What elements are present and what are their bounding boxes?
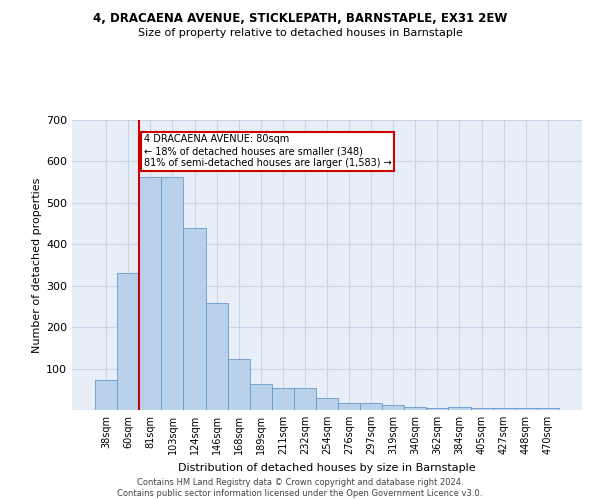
Bar xyxy=(537,408,559,410)
Bar xyxy=(206,303,227,410)
Bar xyxy=(117,274,139,410)
Text: Contains HM Land Registry data © Crown copyright and database right 2024.
Contai: Contains HM Land Registry data © Crown c… xyxy=(118,478,482,498)
Text: 4 DRACAENA AVENUE: 80sqm
← 18% of detached houses are smaller (348)
81% of semi-: 4 DRACAENA AVENUE: 80sqm ← 18% of detach… xyxy=(144,134,392,168)
Bar xyxy=(250,384,272,410)
Bar xyxy=(316,398,338,410)
Bar xyxy=(272,388,294,410)
Bar xyxy=(448,406,470,410)
Bar xyxy=(184,228,206,410)
Bar xyxy=(470,408,493,410)
Bar xyxy=(139,177,161,410)
Bar xyxy=(515,408,537,410)
Bar xyxy=(404,406,427,410)
Bar xyxy=(338,402,360,410)
Text: Size of property relative to detached houses in Barnstaple: Size of property relative to detached ho… xyxy=(137,28,463,38)
Y-axis label: Number of detached properties: Number of detached properties xyxy=(32,178,42,352)
Bar xyxy=(161,177,184,410)
Bar xyxy=(95,380,117,410)
Bar xyxy=(493,408,515,410)
Bar xyxy=(227,360,250,410)
Bar xyxy=(382,405,404,410)
Bar xyxy=(294,388,316,410)
X-axis label: Distribution of detached houses by size in Barnstaple: Distribution of detached houses by size … xyxy=(178,462,476,472)
Bar xyxy=(427,408,448,410)
Bar xyxy=(360,404,382,410)
Text: 4, DRACAENA AVENUE, STICKLEPATH, BARNSTAPLE, EX31 2EW: 4, DRACAENA AVENUE, STICKLEPATH, BARNSTA… xyxy=(93,12,507,26)
